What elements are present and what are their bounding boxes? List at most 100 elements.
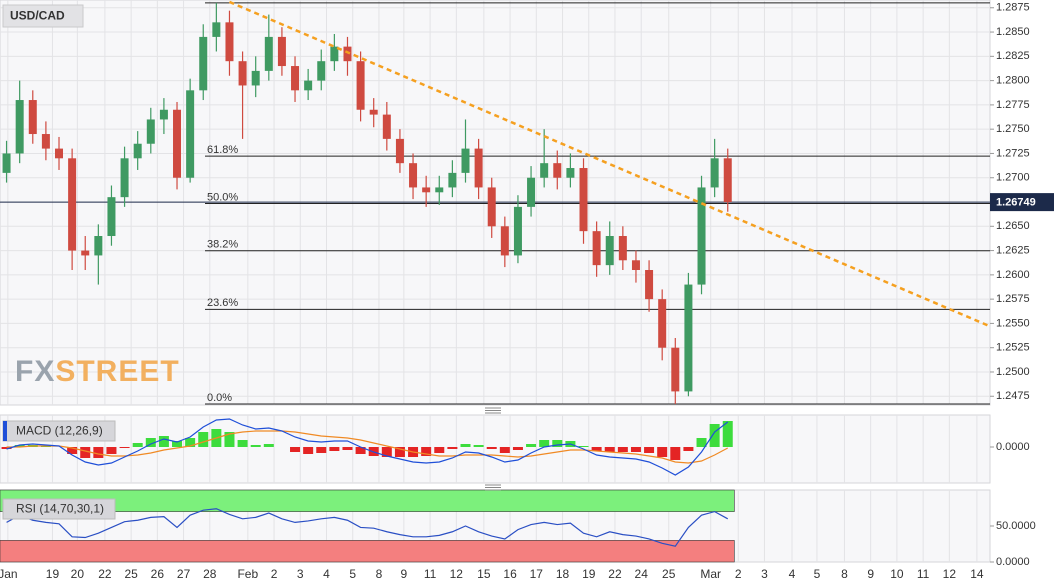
- x-tick-label: 18: [556, 567, 570, 581]
- candle-body: [487, 187, 496, 227]
- macd-histogram-bar: [604, 447, 615, 452]
- fib-label: 0.0%: [207, 392, 232, 404]
- x-tick-label: 25: [124, 567, 138, 581]
- macd-histogram-bar: [342, 447, 353, 450]
- x-tick-label: 4: [789, 567, 796, 581]
- macd-histogram-bar: [460, 444, 471, 447]
- macd-histogram-bar: [539, 440, 550, 447]
- rsi-label[interactable]: RSI (14,70,30,1): [16, 502, 104, 516]
- macd-histogram-bar: [512, 447, 523, 450]
- macd-histogram-bar: [630, 447, 641, 452]
- macd-histogram-bar: [473, 445, 484, 447]
- x-tick-label: 10: [890, 567, 904, 581]
- y-tick-label: 1.2800: [996, 75, 1030, 87]
- candle-body: [330, 46, 339, 62]
- x-tick-label: 2: [735, 567, 742, 581]
- candle-body: [28, 100, 37, 135]
- candle-body: [422, 187, 431, 193]
- candle-body: [448, 172, 457, 188]
- x-tick-label: 8: [376, 567, 383, 581]
- candle-body: [592, 231, 601, 266]
- macd-histogram-bar: [355, 447, 366, 454]
- candle-body: [435, 187, 444, 193]
- x-tick-label: 25: [662, 567, 676, 581]
- x-tick-label: 22: [608, 567, 622, 581]
- candle-body: [527, 177, 536, 207]
- macd-histogram-bar: [316, 447, 327, 453]
- candle-body: [513, 206, 522, 256]
- candle-body: [264, 36, 273, 71]
- candle-body: [317, 61, 326, 81]
- macd-histogram-bar: [263, 444, 274, 447]
- x-tick-label: 5: [349, 567, 356, 581]
- x-tick-label: 8: [841, 567, 848, 581]
- candle-body: [369, 109, 378, 115]
- candle-body: [199, 36, 208, 91]
- candle-body: [107, 197, 116, 237]
- macd-histogram-bar: [14, 445, 25, 447]
- x-tick-label: 19: [582, 567, 596, 581]
- fib-label: 38.2%: [207, 239, 238, 251]
- macd-histogram-bar: [250, 445, 261, 447]
- candle-body: [55, 148, 64, 159]
- candle-body: [291, 66, 300, 91]
- watermark-right: STREET: [55, 355, 179, 388]
- fib-label: 61.8%: [207, 144, 238, 156]
- candle-body: [631, 260, 640, 270]
- macd-histogram-bar: [1, 447, 12, 449]
- symbol-box[interactable]: [2, 4, 84, 28]
- candle-body: [395, 138, 404, 164]
- candle-body: [540, 163, 549, 178]
- x-tick-label: 24: [635, 567, 649, 581]
- x-tick-label: 12: [943, 567, 957, 581]
- macd-histogram-bar: [145, 438, 156, 447]
- trendline: [228, 0, 991, 328]
- candle-body: [710, 158, 719, 188]
- panel-handle[interactable]: [485, 484, 501, 491]
- x-tick-label: 5: [814, 567, 821, 581]
- last-price-box: [990, 193, 1054, 212]
- x-tick-label: 15: [477, 567, 491, 581]
- macd-histogram-bar: [172, 441, 183, 447]
- macd-label[interactable]: MACD (12,26,9): [16, 424, 103, 438]
- macd-histogram-bar: [683, 447, 694, 451]
- candle-body: [356, 61, 365, 110]
- candle-body: [500, 226, 509, 256]
- y-tick-label: 1.2750: [996, 123, 1030, 135]
- overbought-zone: [0, 489, 735, 512]
- macd-histogram-bar: [486, 447, 497, 449]
- candle-body: [159, 109, 168, 120]
- watermark-left: FX: [15, 355, 55, 388]
- x-tick-label: 4: [323, 567, 330, 581]
- candle-body: [173, 109, 182, 178]
- candle-body: [120, 158, 129, 198]
- candle-body: [146, 119, 155, 144]
- fib-label: 50.0%: [207, 191, 238, 203]
- symbol-label[interactable]: USD/CAD: [10, 9, 65, 23]
- candle-body: [723, 158, 732, 203]
- x-tick-label: 3: [761, 567, 768, 581]
- rsi-label-box[interactable]: [2, 498, 116, 520]
- x-tick-label: 2: [271, 567, 278, 581]
- y-tick-label: 1.2550: [996, 317, 1030, 329]
- candle-body: [684, 284, 693, 392]
- x-tick-label: 11: [424, 567, 437, 581]
- y-tick-label: 1.2500: [996, 366, 1030, 378]
- candle-body: [68, 158, 77, 251]
- x-tick-label: 3: [297, 567, 304, 581]
- y-tick-label: 1.2475: [996, 390, 1030, 402]
- macd-histogram-bar: [696, 438, 707, 447]
- macd-histogram-bar: [722, 421, 733, 447]
- marks: [0, 0, 991, 547]
- macd-line: [6, 418, 729, 476]
- macd-histogram-bar: [447, 447, 458, 449]
- macd-histogram-bar: [303, 447, 314, 454]
- macd-histogram-bar: [591, 447, 602, 451]
- candle-body: [2, 153, 11, 173]
- x-tick-label: 14: [970, 567, 984, 581]
- fib-label: 23.6%: [207, 297, 238, 309]
- candle-body: [251, 70, 260, 86]
- macd-histogram-bar: [709, 424, 720, 447]
- panel-handle[interactable]: [485, 407, 501, 414]
